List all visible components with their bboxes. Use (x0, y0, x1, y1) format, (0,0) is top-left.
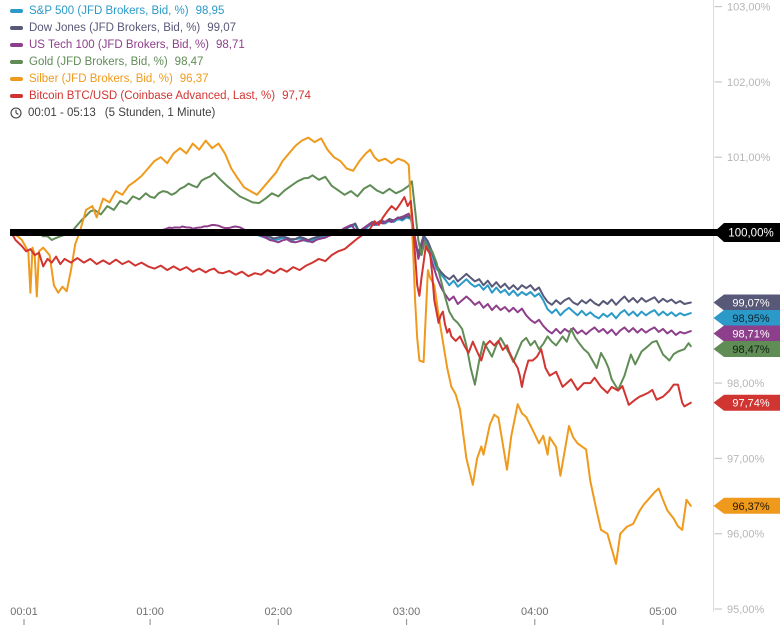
clock-icon (10, 106, 22, 119)
svg-text:101,00%: 101,00% (727, 152, 771, 164)
series-swatch-icon (10, 42, 23, 47)
legend-label: Dow Jones (JFD Brokers, Bid, %) (29, 21, 201, 34)
svg-text:96,00%: 96,00% (727, 529, 765, 541)
legend-value: 97,74 (282, 89, 311, 102)
svg-text:100,00%: 100,00% (728, 228, 773, 240)
svg-text:05:00: 05:00 (649, 606, 677, 618)
svg-text:99,07%: 99,07% (732, 298, 770, 310)
series-lines (10, 136, 692, 565)
legend-label: US Tech 100 (JFD Brokers, Bid, %) (29, 38, 210, 51)
legend-item-gold[interactable]: Gold (JFD Brokers, Bid, %) 98,47 (10, 53, 311, 70)
svg-text:01:00: 01:00 (136, 606, 164, 618)
legend-item-dow-jones[interactable]: Dow Jones (JFD Brokers, Bid, %) 99,07 (10, 19, 311, 36)
svg-text:97,74%: 97,74% (732, 398, 770, 410)
svg-text:98,47%: 98,47% (732, 344, 770, 356)
legend-item-us-tech-100[interactable]: US Tech 100 (JFD Brokers, Bid, %) 98,71 (10, 36, 311, 53)
svg-text:02:00: 02:00 (265, 606, 293, 618)
series-line-silber (10, 136, 692, 565)
legend-label: Gold (JFD Brokers, Bid, %) (29, 55, 168, 68)
svg-text:95,00%: 95,00% (727, 604, 765, 616)
timespan-detail: (5 Stunden, 1 Minute) (104, 106, 216, 119)
series-swatch-icon (10, 59, 23, 64)
x-axis: 00:01 01:00 02:00 03:00 04:00 05:00 (10, 606, 677, 625)
svg-text:00:01: 00:01 (10, 606, 38, 618)
legend-value: 98,95 (195, 4, 225, 17)
svg-text:97,00%: 97,00% (727, 453, 765, 465)
legend-value: 98,47 (174, 55, 204, 68)
legend: S&P 500 (JFD Brokers, Bid, %) 98,95 Dow … (10, 2, 311, 121)
svg-text:98,00%: 98,00% (727, 378, 765, 390)
legend-item-silber[interactable]: Silber (JFD Brokers, Bid, %) 96,37 (10, 70, 311, 87)
timespan-row: 00:01 - 05:13 (5 Stunden, 1 Minute) (10, 104, 311, 121)
legend-value: 96,37 (179, 72, 209, 85)
svg-text:96,37%: 96,37% (732, 501, 770, 513)
series-line-bitcoin-btc-usd (10, 196, 692, 408)
legend-value: 98,71 (216, 38, 245, 51)
series-swatch-icon (10, 8, 23, 13)
series-line-gold (10, 172, 692, 391)
svg-text:03:00: 03:00 (393, 606, 421, 618)
svg-text:103,00%: 103,00% (727, 2, 771, 14)
svg-text:102,00%: 102,00% (727, 77, 771, 89)
legend-item-bitcoin[interactable]: Bitcoin BTC/USD (Coinbase Advanced, Last… (10, 87, 311, 104)
legend-item-sp500[interactable]: S&P 500 (JFD Brokers, Bid, %) 98,95 (10, 2, 311, 19)
timespan-text: 00:01 - 05:13 (28, 106, 96, 119)
svg-text:04:00: 04:00 (521, 606, 549, 618)
y-axis: 103,00% 102,00% 101,00% 98,00% 97,00% 96,00% 9… (713, 0, 771, 616)
series-swatch-icon (10, 93, 23, 98)
svg-text:98,71%: 98,71% (732, 329, 770, 341)
value-flags: 99,07% 98,95% 98,71% 98,47% 97,74% 96,37% (713, 294, 780, 514)
legend-label: S&P 500 (JFD Brokers, Bid, %) (29, 4, 189, 17)
svg-text:98,95%: 98,95% (732, 313, 770, 325)
series-swatch-icon (10, 76, 23, 81)
legend-label: Bitcoin BTC/USD (Coinbase Advanced, Last… (29, 89, 276, 102)
baseline-line: 100,00% (10, 223, 780, 242)
legend-value: 99,07 (207, 21, 237, 34)
series-swatch-icon (10, 25, 23, 30)
legend-label: Silber (JFD Brokers, Bid, %) (29, 72, 173, 85)
